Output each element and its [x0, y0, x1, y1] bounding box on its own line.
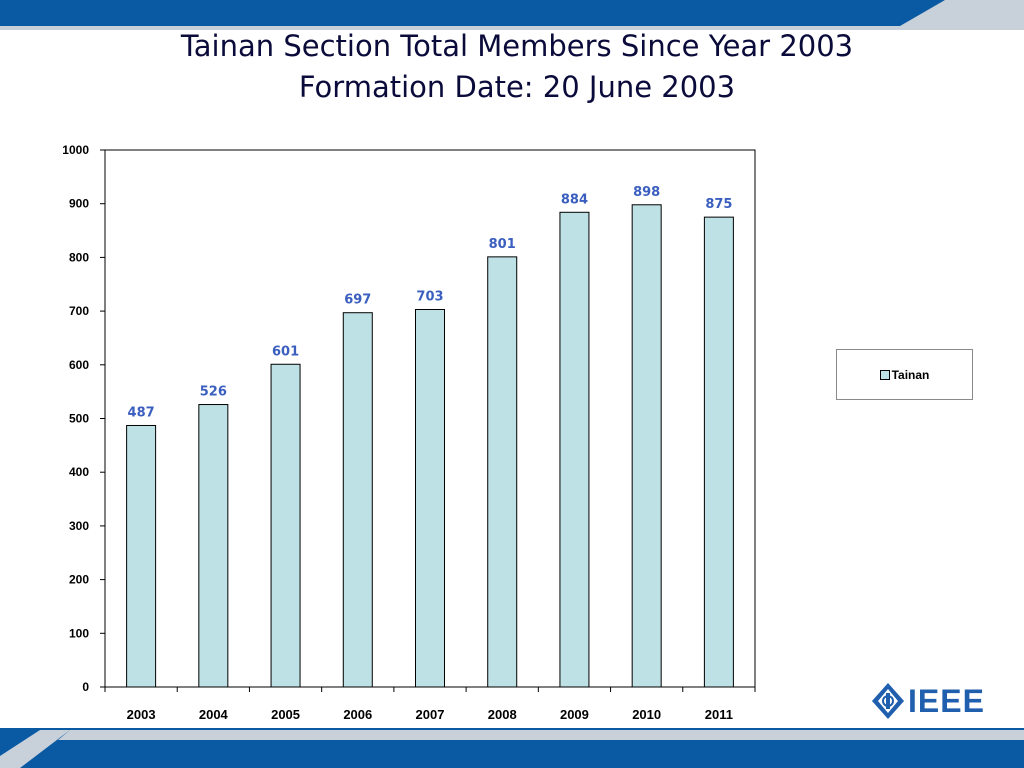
x-tick-label: 2003	[127, 707, 156, 722]
y-tick-label: 100	[69, 626, 89, 640]
x-tick-label: 2007	[416, 707, 445, 722]
ieee-logo: IEEE	[870, 681, 995, 721]
bar	[270, 363, 301, 688]
y-tick-label: 900	[69, 197, 89, 211]
y-tick-label: 300	[69, 519, 89, 533]
bar	[703, 216, 734, 688]
data-label: 801	[489, 237, 516, 252]
bottom-banner	[0, 728, 1024, 768]
x-tick-label: 2005	[271, 707, 300, 722]
y-tick-label: 600	[69, 358, 89, 372]
data-label: 875	[705, 197, 732, 212]
logo-text: IEEE	[908, 683, 985, 719]
ieee-diamond-icon	[872, 683, 904, 719]
y-tick-label: 1000	[62, 143, 89, 157]
bar	[415, 308, 445, 688]
legend-swatch	[879, 369, 890, 380]
legend-label: Tainan	[891, 367, 930, 382]
y-tick-label: 0	[82, 680, 89, 694]
bar	[487, 256, 518, 688]
x-tick-label: 2010	[632, 707, 661, 722]
y-tick-label: 500	[69, 412, 89, 426]
y-tick-label: 800	[69, 250, 89, 264]
y-tick-label: 400	[69, 465, 89, 479]
bar	[126, 424, 157, 688]
top-banner	[0, 0, 1024, 30]
data-label: 703	[416, 289, 443, 304]
x-tick-label: 2008	[488, 707, 517, 722]
data-label: 601	[272, 344, 299, 359]
data-label: 898	[633, 185, 660, 200]
title-line-1: Tainan Section Total Members Since Year …	[180, 29, 854, 63]
y-tick-label: 200	[69, 573, 89, 587]
chart-legend: Tainan	[836, 349, 973, 400]
x-tick-label: 2009	[560, 707, 589, 722]
bar	[631, 204, 662, 688]
x-tick-label: 2011	[705, 707, 733, 722]
x-tick-label: 2006	[343, 707, 372, 722]
bar	[559, 211, 590, 688]
title-line-2: Formation Date: 20 June 2003	[298, 70, 736, 104]
bar	[342, 312, 373, 688]
data-label: 526	[200, 385, 227, 400]
y-tick-label: 700	[69, 304, 89, 318]
bar	[198, 404, 229, 688]
x-tick-label: 2004	[199, 707, 229, 722]
data-label: 884	[561, 192, 588, 207]
slide-title: Tainan Section Total Members Since Year …	[0, 26, 1024, 108]
data-label: 697	[344, 293, 371, 308]
data-label: 487	[128, 405, 155, 420]
